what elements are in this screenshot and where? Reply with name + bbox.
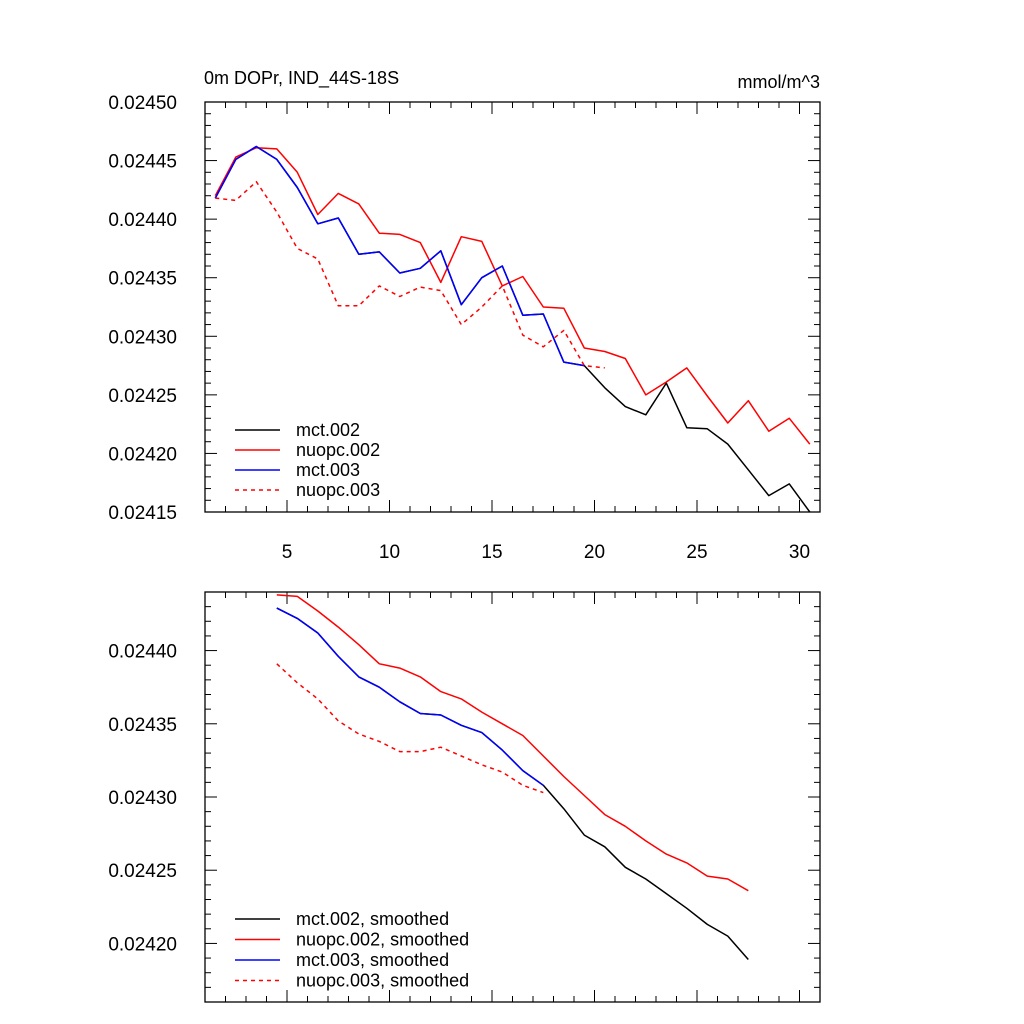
series-group: [276, 594, 749, 960]
legend-label: nuopc.002: [296, 440, 380, 460]
y-tick-label: 0.02420: [108, 934, 177, 955]
x-tick-label: 15: [481, 542, 502, 563]
legend-label: nuopc.003, smoothed: [296, 971, 469, 991]
y-tick-label: 0.02425: [108, 386, 177, 407]
y-tick-label: 0.02435: [108, 715, 177, 736]
series-line-mct-003-smoothed: [276, 607, 544, 786]
y-tick-label: 0.02435: [108, 269, 177, 290]
legend-label: mct.003: [296, 460, 360, 480]
y-tick-label: 0.02440: [108, 642, 177, 663]
x-tick-label: 20: [584, 542, 605, 563]
y-tick-label: 0.02450: [108, 93, 177, 114]
y-tick-label: 0.02420: [108, 444, 177, 465]
x-tick-label: 25: [686, 542, 707, 563]
series-line-nuopc-002: [214, 146, 811, 445]
y-tick-label: 0.02440: [108, 210, 177, 231]
y-tick-label: 0.02445: [108, 152, 177, 173]
series-line-nuopc-002-smoothed: [276, 594, 749, 892]
y-tick-label: 0.02425: [108, 861, 177, 882]
top-panel: 0m DOPr, IND_44S-18S mmol/m^3 5 10 15 20 25 3…: [108, 68, 821, 563]
x-tick-label: 5: [282, 542, 293, 563]
series-line-mct-002-smoothed: [276, 607, 749, 960]
y-tick-label: 0.02415: [108, 503, 177, 524]
series-group: [214, 145, 811, 512]
y-tick-label: 0.02430: [108, 788, 177, 809]
legend-label: nuopc.003: [296, 480, 380, 500]
series-line-nuopc-003: [215, 180, 605, 369]
bottom-panel: 0.02420 0.02425 0.02430 0.02435 0.02440 mct.0…: [108, 591, 821, 1003]
legend-label: nuopc.002, smoothed: [296, 930, 469, 950]
series-line-nuopc-003-smoothed: [276, 663, 544, 794]
chart-title: 0m DOPr, IND_44S-18S: [204, 68, 399, 89]
x-tick-label: 10: [379, 542, 400, 563]
x-tick-label: 30: [789, 542, 810, 563]
legend-label: mct.002: [296, 420, 360, 440]
series-line-mct-003: [214, 145, 585, 367]
y-tick-label: 0.02430: [108, 327, 177, 348]
legend-label: mct.002, smoothed: [296, 909, 449, 929]
units-label: mmol/m^3: [738, 72, 820, 92]
legend-label: mct.003, smoothed: [296, 950, 449, 970]
